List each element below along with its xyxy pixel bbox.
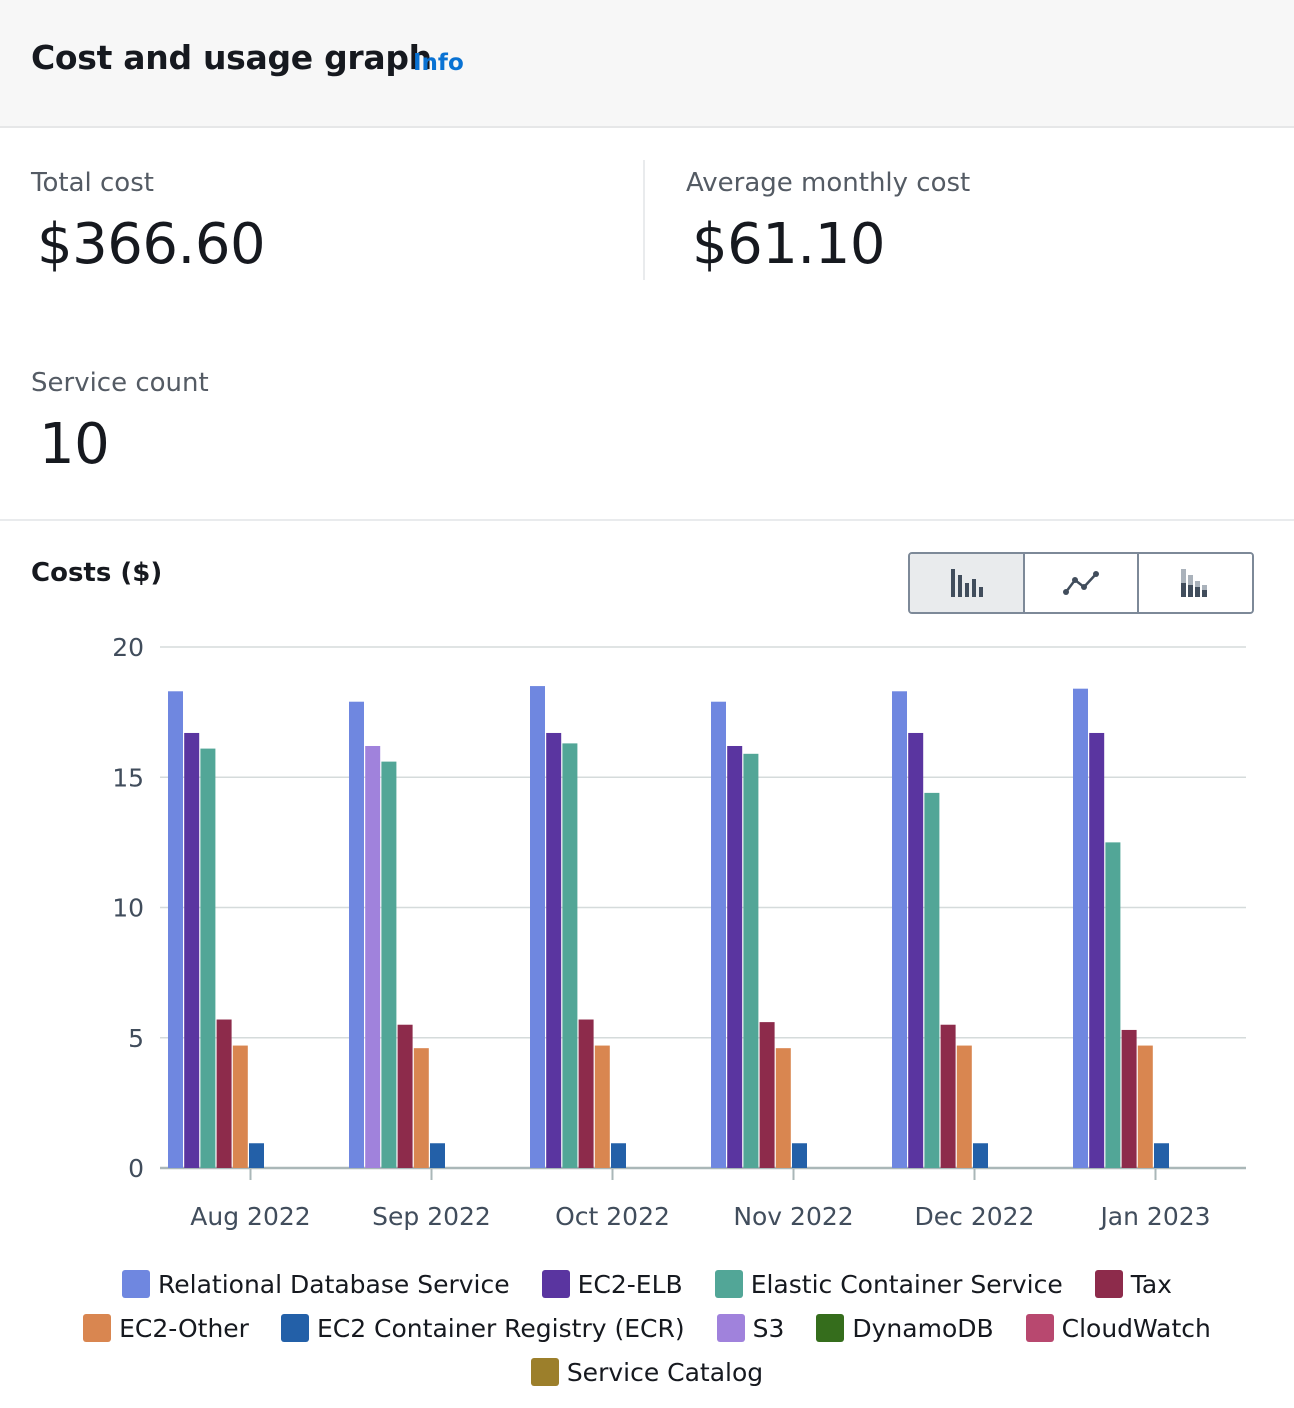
legend-item[interactable]: Service Catalog <box>530 1356 764 1388</box>
line-chart-icon <box>1063 571 1099 595</box>
bar[interactable] <box>397 1024 413 1168</box>
bar[interactable] <box>562 743 578 1168</box>
bar[interactable] <box>365 745 381 1168</box>
x-tick-label: Oct 2022 <box>555 1202 670 1231</box>
legend-item[interactable]: CloudWatch <box>1025 1312 1211 1344</box>
bar[interactable] <box>759 1022 775 1168</box>
metric-divider <box>643 160 645 280</box>
bar[interactable] <box>924 792 940 1168</box>
bar[interactable] <box>611 1143 626 1168</box>
bar[interactable] <box>792 1143 807 1168</box>
bar[interactable] <box>1105 842 1121 1168</box>
bar[interactable] <box>200 748 216 1168</box>
bar[interactable] <box>711 701 726 1168</box>
bar[interactable] <box>430 1143 445 1168</box>
y-tick-label: 20 <box>112 633 144 662</box>
legend-item[interactable]: Elastic Container Service <box>714 1268 1063 1300</box>
total-cost-value: $366.60 <box>37 212 266 277</box>
legend-item[interactable]: EC2 Container Registry (ECR) <box>280 1312 685 1344</box>
bar[interactable] <box>1073 688 1088 1168</box>
bar[interactable] <box>232 1045 248 1168</box>
bar[interactable] <box>184 732 200 1168</box>
stacked-bar-chart-toggle[interactable] <box>1137 554 1252 612</box>
legend-swatch <box>280 1314 309 1342</box>
legend-item[interactable]: Tax <box>1094 1268 1172 1300</box>
bar-chart: 0 5 10 15 20 Aug 2022 Sep 2022 Oct 2022 Nov 2022… <box>112 633 1246 1231</box>
bar[interactable] <box>956 1045 972 1168</box>
legend-swatch <box>83 1314 112 1342</box>
bar[interactable] <box>168 691 183 1168</box>
bar[interactable] <box>1154 1143 1169 1168</box>
chart-title: Costs ($) <box>31 558 163 588</box>
legend-swatch <box>1094 1270 1123 1298</box>
info-link[interactable]: Info <box>413 50 464 76</box>
bar[interactable] <box>775 1048 791 1168</box>
bar[interactable] <box>727 745 743 1168</box>
stacked-bar-chart-icon <box>1180 569 1207 597</box>
legend-swatch <box>530 1358 559 1386</box>
x-tick-label: Dec 2022 <box>915 1202 1035 1231</box>
legend-label: Tax <box>1130 1269 1172 1299</box>
legend-item[interactable]: EC2-Other <box>83 1312 249 1344</box>
bar[interactable] <box>1089 732 1105 1168</box>
bar[interactable] <box>216 1019 232 1168</box>
bar[interactable] <box>973 1143 988 1168</box>
legend-label: CloudWatch <box>1061 1313 1211 1343</box>
legend-label: S3 <box>752 1313 785 1343</box>
bar[interactable] <box>594 1045 610 1168</box>
bar[interactable] <box>530 686 545 1168</box>
service-count-value: 10 <box>39 412 110 477</box>
bar[interactable] <box>908 732 924 1168</box>
y-tick-label: 10 <box>112 894 144 923</box>
legend-swatch <box>541 1270 570 1298</box>
legend-label: EC2-ELB <box>577 1269 683 1299</box>
legend-label: DynamoDB <box>852 1313 994 1343</box>
total-cost-label: Total cost <box>31 168 154 198</box>
bar[interactable] <box>892 691 907 1168</box>
x-tick-label: Sep 2022 <box>372 1202 491 1231</box>
legend-item[interactable]: DynamoDB <box>816 1312 994 1344</box>
average-monthly-cost-value: $61.10 <box>692 212 885 277</box>
line-chart-toggle[interactable] <box>1022 554 1138 612</box>
bar-chart-icon <box>951 569 984 597</box>
chart-type-toggle <box>908 552 1254 614</box>
y-tick-label: 15 <box>112 763 144 792</box>
bar[interactable] <box>1121 1029 1137 1168</box>
chart-legend: Relational Database Service EC2-ELB Elasti… <box>40 1268 1254 1388</box>
bar[interactable] <box>940 1024 956 1168</box>
legend-item[interactable]: Relational Database Service <box>122 1268 510 1300</box>
panel-title: Cost and usage graph <box>31 38 432 77</box>
legend-swatch <box>1025 1314 1054 1342</box>
x-tick-label: Aug 2022 <box>190 1202 310 1231</box>
x-tick-label: Nov 2022 <box>733 1202 853 1231</box>
panel-header: Cost and usage graph Info <box>0 0 1294 128</box>
legend-swatch <box>716 1314 745 1342</box>
bar[interactable] <box>743 753 759 1168</box>
bar[interactable] <box>546 732 562 1168</box>
legend-swatch <box>122 1270 150 1298</box>
legend-label: EC2-Other <box>119 1313 249 1343</box>
service-count-label: Service count <box>31 368 209 398</box>
legend-label: Relational Database Service <box>158 1269 510 1299</box>
legend-label: Elastic Container Service <box>750 1269 1063 1299</box>
bar[interactable] <box>349 701 364 1168</box>
bar[interactable] <box>1137 1045 1153 1168</box>
legend-swatch <box>714 1270 743 1298</box>
legend-label: Service Catalog <box>566 1357 764 1387</box>
legend-label: EC2 Container Registry (ECR) <box>316 1313 685 1343</box>
bar[interactable] <box>413 1048 429 1168</box>
bar[interactable] <box>381 761 397 1168</box>
bar[interactable] <box>578 1019 594 1168</box>
average-monthly-cost-label: Average monthly cost <box>686 168 971 198</box>
bar-chart-toggle[interactable] <box>910 554 1023 612</box>
x-tick-label: Jan 2023 <box>1098 1202 1210 1231</box>
y-tick-label: 0 <box>128 1154 144 1183</box>
bar[interactable] <box>249 1143 264 1168</box>
y-tick-label: 5 <box>128 1024 144 1053</box>
legend-item[interactable]: S3 <box>716 1312 785 1344</box>
legend-swatch <box>816 1314 845 1342</box>
legend-item[interactable]: EC2-ELB <box>541 1268 683 1300</box>
section-divider <box>0 519 1294 521</box>
